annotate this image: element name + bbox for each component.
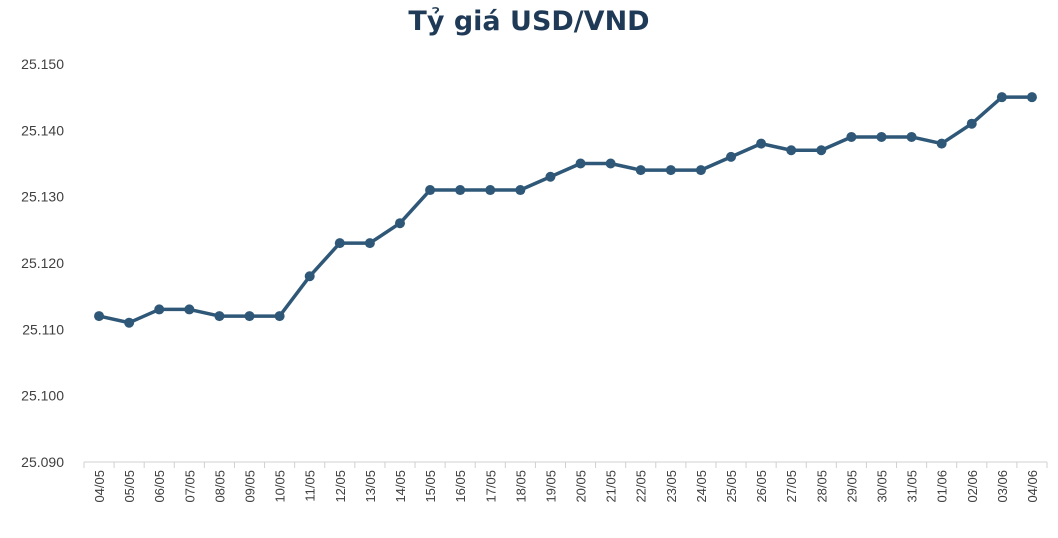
data-point — [214, 311, 225, 322]
data-point — [394, 218, 405, 229]
y-tick-label: 25.090 — [21, 454, 64, 470]
data-point — [515, 185, 526, 196]
x-tick-label: 30/05 — [874, 470, 889, 503]
x-tick-label: 10/05 — [273, 470, 288, 503]
data-point — [575, 158, 586, 169]
x-tick-label: 07/05 — [182, 470, 197, 503]
chart-title: Tỷ giá USD/VND — [408, 6, 650, 37]
x-tick-label: 14/05 — [393, 470, 408, 503]
data-point — [364, 238, 375, 249]
x-tick-label: 20/05 — [574, 470, 589, 503]
x-tick-label: 23/05 — [664, 470, 679, 503]
data-point — [966, 118, 977, 129]
x-tick-label: 21/05 — [604, 470, 619, 503]
data-point — [996, 92, 1007, 103]
x-tick-label: 09/05 — [243, 470, 258, 503]
x-tick-label: 02/06 — [965, 470, 980, 503]
data-point — [485, 185, 496, 196]
data-point — [846, 131, 857, 142]
data-point — [154, 304, 165, 315]
x-tick-label: 29/05 — [844, 470, 859, 503]
data-point — [425, 185, 436, 196]
data-point — [455, 185, 466, 196]
series-line — [97, 95, 1034, 325]
data-point — [906, 131, 917, 142]
x-tick-label: 03/06 — [995, 470, 1010, 503]
x-tick-label: 15/05 — [423, 470, 438, 503]
data-point — [545, 171, 556, 182]
data-point — [756, 138, 767, 149]
x-tick-label: 01/06 — [935, 470, 950, 503]
x-tick-label: 16/05 — [453, 470, 468, 503]
data-point — [94, 311, 105, 322]
x-tick-label: 18/05 — [513, 470, 528, 503]
x-tick-label: 22/05 — [634, 470, 649, 503]
data-point — [726, 151, 737, 162]
data-point — [665, 165, 676, 176]
data-point — [304, 271, 315, 282]
x-tick-label: 13/05 — [363, 470, 378, 503]
data-point — [605, 158, 616, 169]
y-tick-label: 25.110 — [22, 321, 64, 337]
x-tick-label: 05/05 — [122, 470, 137, 503]
data-point — [695, 165, 706, 176]
y-tick-label: 25.140 — [21, 122, 64, 138]
x-tick-label: 04/06 — [1025, 470, 1040, 503]
x-tick-label: 25/05 — [724, 470, 739, 503]
x-tick-label: 08/05 — [212, 470, 227, 503]
data-point — [936, 138, 947, 149]
x-tick-label: 24/05 — [694, 470, 709, 503]
data-point — [786, 145, 797, 156]
data-point — [1026, 92, 1037, 103]
y-tick-label: 25.150 — [21, 56, 64, 72]
x-tick-label: 26/05 — [754, 470, 769, 503]
data-point — [334, 238, 345, 249]
data-point — [816, 145, 827, 156]
x-tick-label: 04/05 — [92, 470, 107, 503]
x-tick-label: 11/05 — [303, 470, 318, 502]
data-point — [635, 165, 646, 176]
data-point — [274, 311, 285, 322]
data-point — [244, 311, 255, 322]
y-tick-label: 25.120 — [21, 255, 64, 271]
y-tick-label: 25.130 — [21, 189, 64, 205]
x-tick-label: 19/05 — [543, 470, 558, 503]
x-tick-label: 12/05 — [333, 470, 348, 503]
x-tick-label: 27/05 — [784, 470, 799, 503]
x-tick-label: 17/05 — [483, 470, 498, 503]
data-point — [184, 304, 195, 315]
data-point — [876, 131, 887, 142]
x-tick-label: 28/05 — [814, 470, 829, 503]
data-point — [124, 317, 135, 328]
x-tick-label: 31/05 — [905, 470, 920, 503]
y-tick-label: 25.100 — [21, 388, 64, 404]
x-tick-label: 06/05 — [152, 470, 167, 503]
